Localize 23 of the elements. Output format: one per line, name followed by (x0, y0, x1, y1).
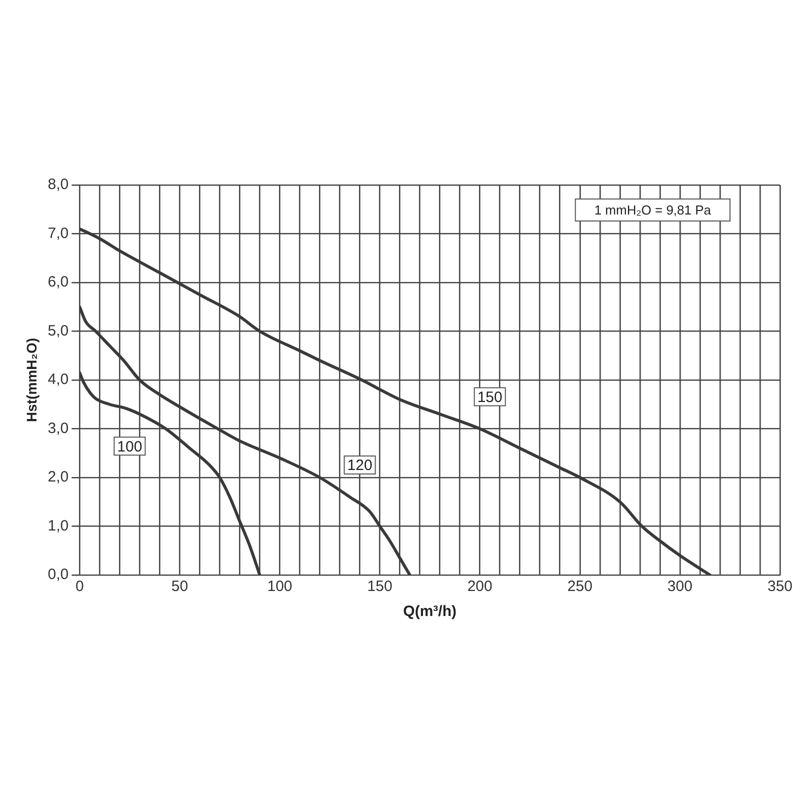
series-label: 120 (347, 457, 372, 474)
x-axis-title: Q(m³/h) (403, 603, 456, 620)
y-tick-label: 2,0 (48, 468, 69, 486)
x-tick-label: 250 (567, 578, 592, 596)
x-tick-label: 0 (75, 578, 84, 596)
x-tick-label: 150 (367, 578, 392, 596)
x-tick-label: 200 (467, 578, 492, 596)
y-tick-label: 8,0 (48, 176, 69, 194)
x-tick-label: 350 (767, 578, 793, 596)
annotation: 1 mmH₂O = 9,81 Pa (594, 202, 712, 218)
series-label: 100 (117, 438, 142, 456)
y-tick-label: 0,0 (48, 566, 69, 584)
x-tick-label: 100 (267, 578, 292, 596)
x-tick-label: 300 (667, 578, 692, 596)
y-tick-label: 3,0 (48, 420, 69, 437)
y-tick-label: 7,0 (48, 224, 69, 242)
y-tick-label: 5,0 (48, 322, 69, 340)
y-tick-label: 6,0 (48, 274, 69, 291)
y-tick-label: 1,0 (48, 517, 69, 534)
x-tick-label: 50 (171, 578, 188, 596)
series-label: 150 (477, 388, 502, 406)
y-axis-title: Hst(mmH₂O) (23, 338, 40, 422)
y-tick-label: 4,0 (48, 371, 69, 388)
